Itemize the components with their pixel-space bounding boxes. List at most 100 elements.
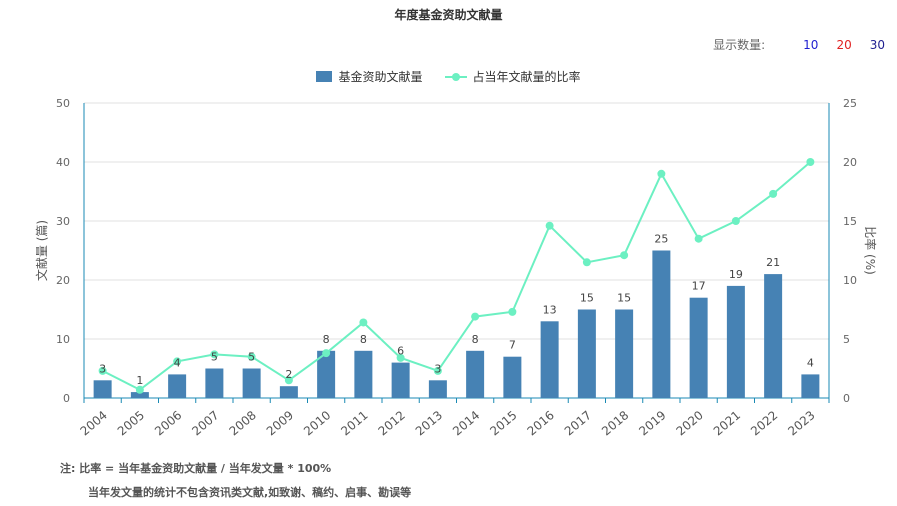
ratio-point[interactable] — [284, 376, 293, 385]
y-axis-title: 文献量 (篇) — [34, 220, 49, 281]
bar-data-label: 5 — [248, 351, 255, 364]
bar-data-label: 2 — [285, 368, 292, 381]
bar-data-label: 3 — [99, 362, 106, 375]
x-tick-label: 2004 — [78, 408, 110, 438]
x-tick-label: 2014 — [450, 408, 482, 438]
bar-data-label: 17 — [692, 280, 706, 293]
bar[interactable] — [168, 374, 187, 398]
ratio-point[interactable] — [210, 350, 219, 359]
ratio-point[interactable] — [582, 258, 591, 267]
y2-tick-label: 25 — [843, 97, 857, 110]
bar-data-label: 15 — [617, 292, 631, 305]
display-count-10-option[interactable]: 10 — [803, 37, 819, 52]
x-tick-label: 2007 — [189, 408, 221, 438]
y2-tick-label: 5 — [843, 333, 850, 346]
ratio-point[interactable] — [135, 385, 144, 394]
bar-data-label: 6 — [397, 345, 404, 358]
bar-data-label: 8 — [360, 333, 367, 346]
bar-data-label: 7 — [509, 339, 516, 352]
x-tick-label: 2020 — [674, 408, 706, 438]
y-tick-label: 50 — [56, 97, 70, 110]
bar[interactable] — [540, 321, 559, 398]
bar[interactable] — [801, 374, 820, 398]
ratio-point[interactable] — [471, 312, 480, 321]
bar-data-label: 4 — [807, 356, 814, 369]
bar[interactable] — [205, 368, 224, 399]
legend-item-bar-series[interactable]: 基金资助文献量 — [316, 68, 423, 85]
ratio-point[interactable] — [173, 357, 182, 366]
x-tick-label: 2019 — [636, 408, 668, 438]
x-tick-label: 2010 — [301, 408, 333, 438]
x-tick-label: 2016 — [525, 408, 557, 438]
x-tick-label: 2011 — [338, 408, 370, 438]
bar[interactable] — [428, 380, 447, 398]
bar[interactable] — [577, 309, 596, 399]
bar[interactable] — [503, 356, 522, 398]
ratio-point[interactable] — [806, 158, 815, 166]
bar[interactable] — [615, 309, 634, 399]
bar[interactable] — [354, 350, 373, 398]
display-count-20-option[interactable]: 20 — [836, 37, 852, 52]
display-count-selector: 显示数量: 10 20 30 — [713, 36, 885, 53]
x-tick-label: 2009 — [264, 408, 296, 438]
x-tick-label: 2023 — [785, 408, 817, 438]
chart-title: 年度基金资助文献量 — [394, 8, 503, 22]
x-tick-label: 2015 — [487, 408, 519, 438]
line-swatch-icon — [444, 71, 467, 82]
bar-data-label: 25 — [654, 233, 668, 246]
bar-data-label: 8 — [323, 333, 330, 346]
ratio-point[interactable] — [247, 352, 256, 361]
bar[interactable] — [317, 350, 336, 398]
x-tick-label: 2008 — [227, 408, 259, 438]
ratio-point[interactable] — [433, 366, 442, 375]
legend-item-line-series[interactable]: 占当年文献量的比率 — [444, 68, 581, 85]
bar-data-label: 3 — [434, 362, 441, 375]
ratio-point[interactable] — [694, 234, 703, 243]
x-tick-label: 2021 — [711, 408, 743, 438]
y2-axis-title: 比率 (%) — [863, 226, 878, 275]
ratio-point[interactable] — [620, 251, 629, 260]
bar[interactable] — [726, 285, 745, 398]
bar-data-label: 1 — [136, 374, 143, 387]
x-tick-label: 2017 — [562, 408, 594, 438]
bar[interactable] — [279, 386, 298, 398]
display-count-label: 显示数量: — [713, 38, 766, 52]
ratio-point[interactable] — [98, 366, 107, 375]
chart-legend: 基金资助文献量 占当年文献量的比率 — [0, 68, 897, 85]
chart-note-ratio: 注: 比率 = 当年基金资助文献量 / 当年发文量 * 100% — [60, 462, 332, 475]
bar[interactable] — [689, 297, 708, 398]
bar[interactable] — [466, 350, 485, 398]
x-tick-label: 2018 — [599, 408, 631, 438]
legend-line-label: 占当年文献量的比率 — [472, 70, 581, 84]
ratio-point[interactable] — [396, 353, 405, 362]
ratio-point[interactable] — [508, 307, 517, 316]
bar[interactable] — [764, 274, 783, 398]
ratio-point[interactable] — [359, 318, 368, 327]
bar-data-label: 4 — [174, 356, 181, 369]
x-tick-label: 2012 — [376, 408, 408, 438]
ratio-point[interactable] — [322, 349, 331, 358]
bar[interactable] — [391, 362, 410, 398]
bar-swatch-icon — [316, 71, 333, 82]
y-tick-label: 0 — [63, 392, 70, 405]
bar[interactable] — [93, 380, 112, 398]
bar[interactable] — [652, 250, 671, 399]
ratio-point[interactable] — [731, 217, 740, 225]
bar-data-label: 21 — [766, 256, 780, 269]
y-tick-label: 20 — [56, 274, 70, 287]
y2-tick-label: 20 — [843, 156, 857, 169]
x-tick-label: 2006 — [152, 408, 184, 438]
y2-tick-label: 10 — [843, 274, 857, 287]
bar[interactable] — [130, 392, 149, 398]
ratio-point[interactable] — [657, 169, 666, 178]
bar-data-label: 8 — [472, 333, 479, 346]
bar-data-label: 19 — [729, 268, 743, 281]
display-count-30-option[interactable]: 30 — [869, 37, 885, 52]
ratio-point[interactable] — [545, 221, 554, 230]
ratio-point[interactable] — [769, 189, 778, 198]
y-tick-label: 40 — [56, 156, 70, 169]
y-tick-label: 30 — [56, 215, 70, 228]
bar[interactable] — [242, 368, 261, 399]
x-tick-label: 2005 — [115, 408, 147, 438]
